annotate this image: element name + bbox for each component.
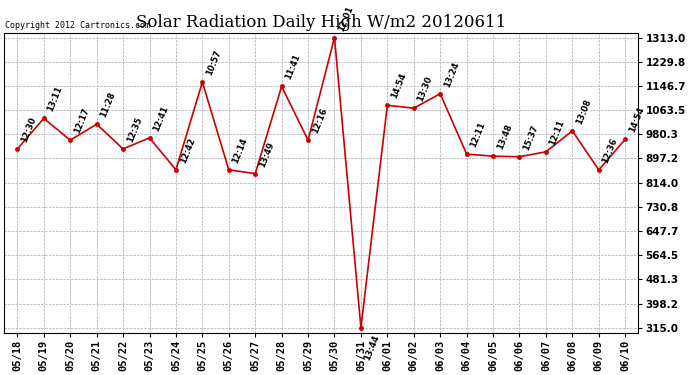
Title: Solar Radiation Daily High W/m2 20120611: Solar Radiation Daily High W/m2 20120611 xyxy=(136,14,506,31)
Text: 12:36: 12:36 xyxy=(601,136,619,165)
Text: 12:14: 12:14 xyxy=(231,136,249,165)
Text: 10:57: 10:57 xyxy=(204,49,223,77)
Text: 12:11: 12:11 xyxy=(548,118,566,147)
Text: 12:35: 12:35 xyxy=(125,116,144,144)
Text: 15:37: 15:37 xyxy=(522,123,540,152)
Text: 14:54: 14:54 xyxy=(627,106,646,134)
Text: 13:08: 13:08 xyxy=(575,98,593,126)
Text: 13:30: 13:30 xyxy=(416,75,434,103)
Text: 12:42: 12:42 xyxy=(178,136,197,165)
Text: 12:41: 12:41 xyxy=(152,104,170,133)
Text: 13:44: 13:44 xyxy=(363,333,382,362)
Text: 13:48: 13:48 xyxy=(495,123,513,151)
Text: Copyright 2012 Cartronics.com: Copyright 2012 Cartronics.com xyxy=(5,21,150,30)
Text: 13:24: 13:24 xyxy=(442,60,461,88)
Text: 11:41: 11:41 xyxy=(284,53,302,81)
Text: 12:11: 12:11 xyxy=(469,121,487,149)
Text: 12:16: 12:16 xyxy=(310,106,328,135)
Text: 12:01: 12:01 xyxy=(337,4,355,32)
Text: 13:49: 13:49 xyxy=(257,140,275,168)
Text: 12:17: 12:17 xyxy=(72,107,90,135)
Text: 14:54: 14:54 xyxy=(389,72,408,100)
Text: 11:28: 11:28 xyxy=(99,91,117,119)
Text: 13:11: 13:11 xyxy=(46,85,64,113)
Text: 12:30: 12:30 xyxy=(19,116,38,144)
